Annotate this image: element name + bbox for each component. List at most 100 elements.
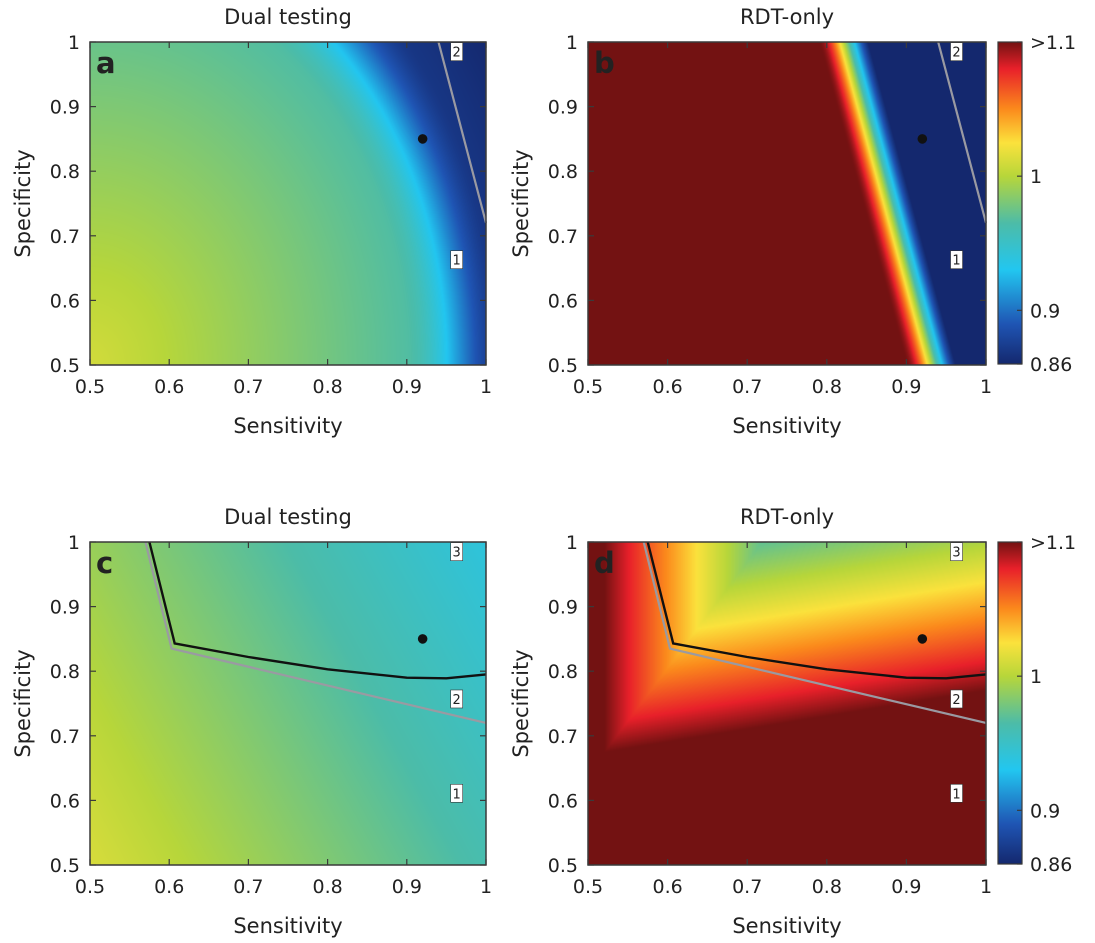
region-label: 3 bbox=[952, 546, 960, 561]
x-tick-label: 0.7 bbox=[233, 376, 263, 398]
panel-letter: a bbox=[96, 46, 116, 80]
panel-title: Dual testing bbox=[224, 5, 352, 29]
plot-frame bbox=[89, 41, 487, 366]
current-point-marker bbox=[917, 134, 928, 144]
colorbar-tick-label: 0.86 bbox=[1030, 854, 1072, 876]
current-point-marker bbox=[917, 634, 928, 644]
region-label-box bbox=[450, 783, 463, 803]
y-tick-label: 0.6 bbox=[50, 290, 80, 312]
region-label: 2 bbox=[952, 46, 960, 61]
x-tick-label: 0.8 bbox=[812, 376, 842, 398]
heatmap-image bbox=[90, 542, 486, 865]
plot-frame bbox=[89, 541, 487, 866]
y-tick-label: 0.8 bbox=[548, 161, 578, 183]
threshold-line-black bbox=[148, 541, 487, 680]
colorbar-tick-label: >1.1 bbox=[1030, 32, 1076, 54]
x-tick-label: 0.9 bbox=[392, 376, 422, 398]
colorbar: >1.1 1 0.9 0.86 bbox=[997, 532, 1076, 876]
y-tick-label: 0.5 bbox=[50, 355, 80, 377]
y-tick-label: 0.7 bbox=[548, 226, 578, 248]
y-tick-label: 0.9 bbox=[50, 97, 80, 119]
x-axis-label: Sensitivity bbox=[233, 414, 342, 438]
y-axis-label: Specificity bbox=[11, 649, 35, 757]
current-point-marker bbox=[417, 634, 428, 644]
region-label: 1 bbox=[453, 787, 461, 802]
region-label-box bbox=[450, 250, 463, 270]
panel-title: RDT-only bbox=[740, 5, 834, 29]
x-tick-label: 0.5 bbox=[573, 876, 603, 898]
x-tick-label: 1 bbox=[980, 376, 992, 398]
panel-letter: b bbox=[594, 46, 615, 80]
region-label-box bbox=[950, 689, 963, 709]
y-tick-label: 0.7 bbox=[548, 726, 578, 748]
x-tick-label: 0.6 bbox=[154, 876, 184, 898]
panel-letter: d bbox=[594, 546, 615, 580]
threshold-line-black bbox=[646, 541, 987, 680]
colorbar-gradient bbox=[997, 541, 1023, 865]
x-tick-label: 1 bbox=[480, 376, 492, 398]
heatmap-image bbox=[588, 42, 986, 365]
y-axis-label: Specificity bbox=[11, 149, 35, 257]
colorbar-gradient bbox=[997, 41, 1023, 365]
region-label: 2 bbox=[453, 693, 461, 708]
region-label-box bbox=[950, 783, 963, 803]
x-tick-label: 0.7 bbox=[732, 376, 762, 398]
y-tick-label: 0.8 bbox=[50, 661, 80, 683]
y-tick-label: 0.6 bbox=[50, 790, 80, 812]
y-tick-label: 0.5 bbox=[548, 355, 578, 377]
x-tick-label: 0.7 bbox=[233, 876, 263, 898]
region-label: 1 bbox=[453, 254, 461, 269]
plot-frame bbox=[587, 541, 987, 866]
y-tick-label: 1 bbox=[68, 532, 80, 554]
x-tick-label: 1 bbox=[480, 876, 492, 898]
panel-letter: c bbox=[96, 546, 113, 580]
y-tick-label: 0.9 bbox=[548, 597, 578, 619]
colorbar-tick-label: 0.9 bbox=[1030, 300, 1060, 322]
current-point-marker bbox=[417, 134, 428, 144]
y-tick-label: 0.7 bbox=[50, 726, 80, 748]
colorbar-tick-label: 1 bbox=[1030, 166, 1042, 188]
region-label: 1 bbox=[952, 787, 960, 802]
y-tick-label: 0.9 bbox=[548, 97, 578, 119]
x-tick-label: 0.8 bbox=[312, 376, 342, 398]
x-tick-label: 0.9 bbox=[891, 876, 921, 898]
y-tick-label: 0.5 bbox=[548, 855, 578, 877]
x-tick-label: 0.6 bbox=[652, 376, 682, 398]
heatmap-image bbox=[90, 42, 486, 365]
x-tick-label: 0.7 bbox=[732, 876, 762, 898]
y-tick-label: 1 bbox=[68, 32, 80, 54]
x-axis-label: Sensitivity bbox=[732, 414, 841, 438]
region-label: 3 bbox=[453, 546, 461, 561]
x-axis-label: Sensitivity bbox=[233, 914, 342, 938]
x-tick-label: 0.9 bbox=[392, 876, 422, 898]
x-tick-label: 1 bbox=[980, 876, 992, 898]
y-axis-label: Specificity bbox=[509, 149, 533, 257]
x-tick-label: 0.5 bbox=[75, 876, 105, 898]
x-tick-label: 0.8 bbox=[812, 876, 842, 898]
colorbar-tick-label: 0.9 bbox=[1030, 800, 1060, 822]
heatmap-image bbox=[588, 542, 986, 865]
colorbar-tick-label: >1.1 bbox=[1030, 532, 1076, 554]
x-tick-label: 0.8 bbox=[312, 876, 342, 898]
threshold-line-gray bbox=[437, 41, 488, 224]
y-axis-label: Specificity bbox=[509, 649, 533, 757]
region-label-box bbox=[450, 689, 463, 709]
colorbar-tick-label: 1 bbox=[1030, 666, 1042, 688]
region-label: 1 bbox=[952, 254, 960, 269]
x-axis-label: Sensitivity bbox=[732, 914, 841, 938]
threshold-line-gray bbox=[937, 41, 988, 224]
y-tick-label: 0.6 bbox=[548, 290, 578, 312]
x-tick-label: 0.5 bbox=[75, 376, 105, 398]
region-label: 2 bbox=[952, 693, 960, 708]
threshold-line-gray bbox=[642, 541, 987, 724]
threshold-line-gray bbox=[144, 541, 487, 724]
y-tick-label: 1 bbox=[566, 532, 578, 554]
y-tick-label: 0.8 bbox=[548, 661, 578, 683]
panel-title: RDT-only bbox=[740, 505, 834, 529]
plot-frame bbox=[587, 41, 987, 366]
